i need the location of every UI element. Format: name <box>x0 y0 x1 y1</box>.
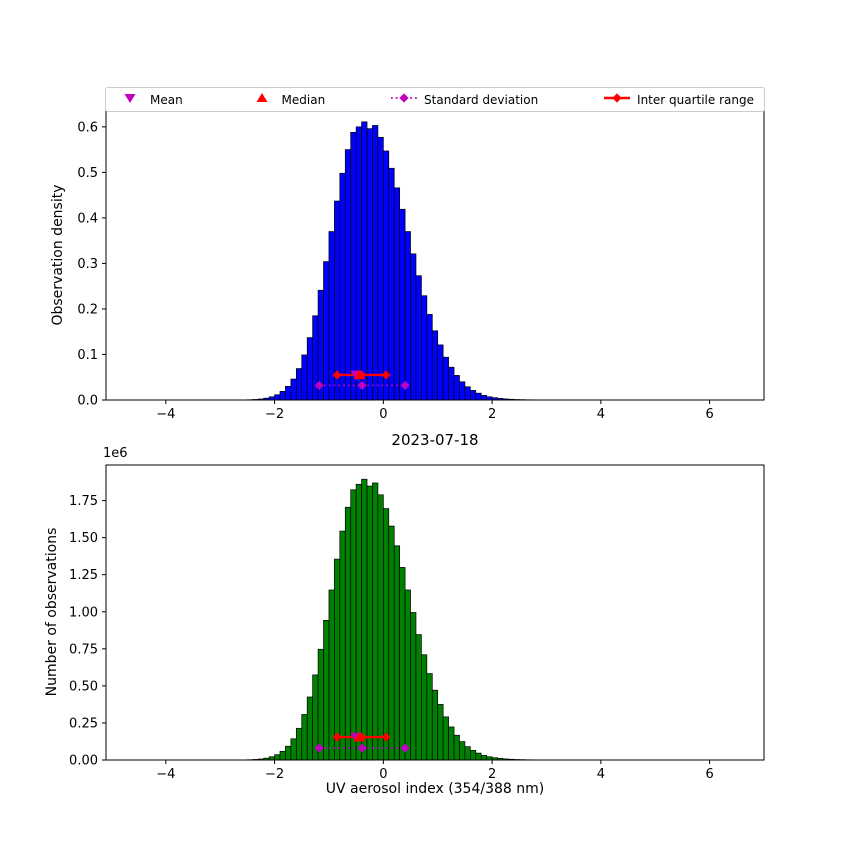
svg-text:0.5: 0.5 <box>77 166 98 181</box>
svg-text:0: 0 <box>379 767 387 782</box>
legend-label-mean: Mean <box>150 92 183 107</box>
svg-text:0.3: 0.3 <box>77 257 98 272</box>
svg-text:4: 4 <box>597 767 605 782</box>
svg-text:6: 6 <box>705 767 713 782</box>
y-axis-offset-text: 1e6 <box>103 446 128 461</box>
legend-item-iqr: Inter quartile range <box>603 90 754 110</box>
svg-text:−2: −2 <box>265 767 284 782</box>
x-axis-label: UV aerosol index (354/388 nm) <box>325 781 545 797</box>
observation-count-histogram-bars <box>230 478 569 761</box>
legend: Mean Median Standard deviation Inter qua… <box>105 87 765 112</box>
svg-text:4: 4 <box>597 407 605 422</box>
svg-text:0.2: 0.2 <box>77 302 98 317</box>
legend-label-iqr: Inter quartile range <box>637 92 754 107</box>
legend-item-std: Standard deviation <box>390 90 538 110</box>
svg-text:−2: −2 <box>265 407 284 422</box>
y-axis: 0.0 0.1 0.2 0.3 0.4 0.5 0.6 <box>77 120 106 409</box>
svg-text:0.50: 0.50 <box>69 679 98 694</box>
observation-density-histogram-stats <box>314 369 410 391</box>
legend-label-median: Median <box>281 92 326 107</box>
legend-item-mean: Mean <box>116 90 183 110</box>
svg-text:0.25: 0.25 <box>69 716 98 731</box>
svg-text:2: 2 <box>488 767 496 782</box>
mean-triangle-down-icon <box>116 90 144 110</box>
y-axis-label-count: Number of observations <box>44 527 60 697</box>
svg-text:−4: −4 <box>156 767 175 782</box>
x-axis: −4 −2 0 2 4 6 <box>156 760 714 782</box>
std-deviation-diamond-icon <box>390 90 418 110</box>
legend-item-median: Median <box>248 90 326 110</box>
svg-text:0: 0 <box>379 407 387 422</box>
y-axis: 0.00 0.25 0.50 0.75 1.00 1.25 1.50 1.75 <box>69 494 106 769</box>
observation-density-histogram-bars <box>230 121 569 401</box>
observation-count-histogram-stats <box>314 731 410 753</box>
svg-text:0.00: 0.00 <box>69 754 98 769</box>
svg-text:0.4: 0.4 <box>77 211 98 226</box>
svg-text:1.75: 1.75 <box>69 494 98 509</box>
svg-text:0.75: 0.75 <box>69 642 98 657</box>
axes-spines <box>105 464 765 761</box>
plot-title: 2023-07-18 <box>391 431 479 449</box>
svg-text:0.0: 0.0 <box>77 394 98 409</box>
median-triangle-up-icon <box>248 90 276 110</box>
svg-text:−4: −4 <box>156 407 175 422</box>
svg-text:1.50: 1.50 <box>69 531 98 546</box>
svg-text:0.6: 0.6 <box>77 120 98 135</box>
observation-count-histogram: −4 −2 0 2 4 6 0.00 0.25 0.50 0.75 1.00 1.25 1.50 1.75 <box>69 464 765 782</box>
observation-density-histogram: −4 −2 0 2 4 6 0.0 0.1 0.2 0.3 0.4 0.5 0.6 <box>77 109 765 422</box>
iqr-diamond-icon <box>603 90 631 110</box>
svg-text:6: 6 <box>705 407 713 422</box>
svg-text:0.1: 0.1 <box>77 348 98 363</box>
svg-text:2: 2 <box>488 407 496 422</box>
svg-text:1.25: 1.25 <box>69 568 98 583</box>
x-axis: −4 −2 0 2 4 6 <box>156 400 714 422</box>
y-axis-label-density: Observation density <box>50 184 66 326</box>
svg-text:1.00: 1.00 <box>69 605 98 620</box>
legend-label-std: Standard deviation <box>424 92 539 107</box>
